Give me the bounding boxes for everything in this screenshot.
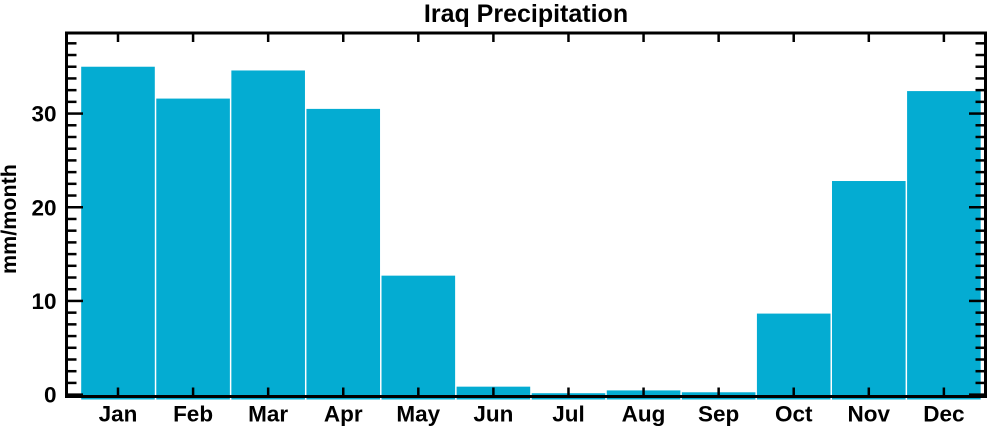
- bar-may: [381, 275, 456, 400]
- x-tick-label-aug: Aug: [622, 402, 666, 427]
- x-axis-ticks: [116, 32, 946, 398]
- x-tick-label-feb: Feb: [173, 402, 213, 427]
- x-tick-label-sep: Sep: [698, 402, 739, 427]
- bar-oct: [756, 313, 831, 400]
- plot-frame: [65, 31, 987, 398]
- y-axis-label: mm/month: [0, 164, 21, 274]
- y-tick-label-10: 10: [31, 289, 56, 314]
- x-tick-labels: Jan Feb Mar Apr May Jun Jul Aug Sep Oct Nov Dec: [99, 402, 965, 427]
- bars-group: [81, 66, 981, 400]
- y-tick-label-0: 0: [44, 383, 57, 408]
- bar-nov: [832, 181, 906, 400]
- y-tick-labels: 0 10 20 30: [31, 102, 56, 408]
- x-tick-label-jan: Jan: [99, 402, 138, 427]
- x-tick-label-apr: Apr: [324, 402, 363, 427]
- y-tick-label-30: 30: [31, 102, 56, 127]
- x-tick-label-dec: Dec: [923, 402, 964, 427]
- x-tick-label-jul: Jul: [552, 402, 585, 427]
- bar-jan: [81, 66, 155, 400]
- x-tick-label-nov: Nov: [848, 402, 891, 427]
- x-tick-label-jun: Jun: [473, 402, 513, 427]
- x-tick-label-mar: Mar: [248, 402, 288, 427]
- x-tick-label-may: May: [396, 402, 440, 427]
- bar-mar: [231, 70, 305, 400]
- bar-apr: [306, 108, 381, 400]
- bar-feb: [156, 98, 230, 400]
- y-tick-label-20: 20: [31, 195, 56, 220]
- bar-dec: [907, 91, 981, 400]
- y-axis-ticks: [68, 42, 984, 396]
- chart-title: Iraq Precipitation: [424, 0, 628, 28]
- x-tick-label-oct: Oct: [775, 402, 813, 427]
